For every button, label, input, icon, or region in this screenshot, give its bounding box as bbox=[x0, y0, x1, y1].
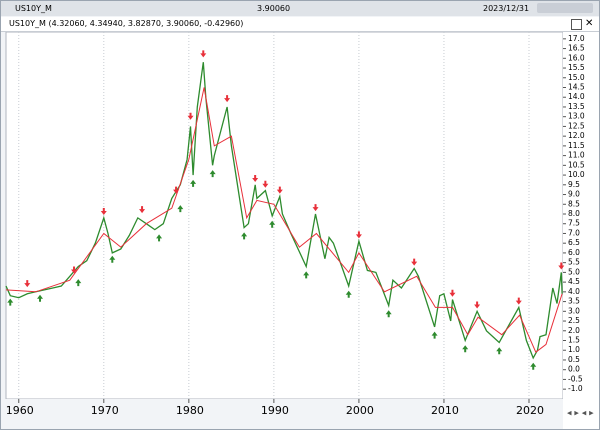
x-tick-label: 2010 bbox=[431, 404, 459, 417]
buy-signal bbox=[109, 255, 116, 263]
restore-button[interactable] bbox=[571, 19, 582, 30]
buy-signal bbox=[385, 310, 392, 318]
y-tick-label: 3.5 bbox=[568, 297, 580, 306]
y-tick-label: 8.0 bbox=[568, 209, 580, 218]
sell-signal bbox=[173, 186, 180, 194]
y-tick-label: 8.5 bbox=[568, 199, 580, 208]
title-bar: US10Y_M 3.90060 2023/12/31 bbox=[1, 1, 599, 16]
y-tick-label: 14.0 bbox=[568, 92, 585, 101]
sell-signal bbox=[262, 180, 269, 188]
y-tick-label: 11.5 bbox=[568, 141, 585, 150]
y-tick-label: 5.5 bbox=[568, 258, 580, 267]
x-tick-label: 1990 bbox=[261, 404, 289, 417]
buy-signal bbox=[345, 290, 352, 298]
y-tick-label: 15.0 bbox=[568, 73, 585, 82]
sell-signal bbox=[276, 186, 283, 194]
y-tick-label: 13.5 bbox=[568, 102, 585, 111]
sell-signal bbox=[100, 208, 107, 216]
y-tick-label: 17.0 bbox=[568, 34, 585, 43]
y-tick-label: 2.5 bbox=[568, 316, 580, 325]
y-tick-label: 10.5 bbox=[568, 160, 585, 169]
y-tick-label: 11.0 bbox=[568, 151, 585, 160]
y-tick-label: 1.5 bbox=[568, 336, 580, 345]
buy-signal bbox=[431, 331, 438, 339]
y-tick-label: 0.5 bbox=[568, 355, 580, 364]
y-tick-label: 7.0 bbox=[568, 228, 580, 237]
y-tick-label: 9.5 bbox=[568, 180, 580, 189]
y-tick-label: 0.0 bbox=[568, 365, 580, 374]
x-tick-label: 1970 bbox=[91, 404, 119, 417]
y-tick-label: 6.0 bbox=[568, 248, 580, 257]
sell-signal bbox=[252, 174, 259, 182]
y-tick-label: 14.5 bbox=[568, 82, 585, 91]
y-tick-label: 16.5 bbox=[568, 44, 585, 53]
y-tick-label: 10.0 bbox=[568, 170, 585, 179]
buy-signal bbox=[462, 345, 469, 353]
price-line bbox=[5, 62, 563, 360]
y-tick-label: 13.0 bbox=[568, 112, 585, 121]
x-tick-label: 2000 bbox=[346, 404, 374, 417]
x-tick-label: 1980 bbox=[176, 404, 204, 417]
buy-signal bbox=[241, 232, 248, 240]
sell-signal bbox=[312, 204, 319, 212]
y-tick-label: -1.0 bbox=[568, 384, 583, 393]
buy-signal bbox=[209, 170, 216, 178]
y-tick-label: 5.0 bbox=[568, 267, 580, 276]
buy-signal bbox=[75, 279, 82, 287]
sell-signal bbox=[200, 50, 207, 58]
close-button[interactable]: ✕ bbox=[585, 18, 594, 29]
sell-signal bbox=[355, 231, 362, 239]
buy-signal bbox=[190, 179, 197, 187]
scroll-buttons[interactable]: ◂ ▸ ◂ ▸ bbox=[567, 409, 594, 419]
buy-signal bbox=[530, 362, 537, 370]
sell-signal bbox=[24, 280, 31, 288]
sell-signal bbox=[71, 266, 78, 274]
plot-area bbox=[5, 32, 564, 400]
y-tick-label: 1.0 bbox=[568, 345, 580, 354]
buy-signal bbox=[496, 347, 503, 355]
y-axis-area bbox=[563, 32, 599, 429]
date: 2023/12/31 bbox=[483, 4, 530, 13]
buy-signal bbox=[37, 294, 44, 302]
buy-signal bbox=[156, 234, 163, 242]
sell-signal bbox=[449, 289, 456, 297]
buy-signal bbox=[177, 205, 184, 213]
sell-signal bbox=[474, 301, 481, 309]
legend: US10Y_M (4.32060, 4.34940, 3.82870, 3.90… bbox=[9, 19, 244, 28]
y-tick-label: 12.0 bbox=[568, 131, 585, 140]
sell-signal bbox=[187, 112, 194, 120]
price: 3.90060 bbox=[257, 4, 291, 13]
x-axis-area bbox=[1, 399, 563, 429]
sell-signal bbox=[515, 297, 522, 305]
moving-average bbox=[5, 87, 563, 353]
sell-signal bbox=[411, 258, 418, 266]
sell-signal bbox=[224, 95, 231, 103]
sell-signal bbox=[558, 262, 565, 270]
y-tick-label: 3.0 bbox=[568, 306, 580, 315]
y-tick-label: 7.5 bbox=[568, 219, 580, 228]
sell-signal bbox=[139, 206, 146, 214]
y-tick-label: 4.0 bbox=[568, 287, 580, 296]
y-tick-label: 15.5 bbox=[568, 63, 585, 72]
window-buttons[interactable] bbox=[537, 3, 593, 13]
x-tick-label: 1960 bbox=[6, 404, 34, 417]
y-tick-label: -0.5 bbox=[568, 374, 583, 383]
y-tick-label: 12.5 bbox=[568, 121, 585, 130]
x-tick-label: 2020 bbox=[516, 404, 544, 417]
y-tick-label: 6.5 bbox=[568, 238, 580, 247]
symbol: US10Y_M bbox=[15, 4, 52, 13]
y-tick-label: 4.5 bbox=[568, 277, 580, 286]
buy-signal bbox=[269, 220, 276, 228]
chart: ◂ ▸ ◂ ▸ -1.0-0.50.00.51.01.52.02.53.03.5… bbox=[1, 32, 599, 429]
buy-signal bbox=[7, 298, 14, 306]
buy-signal bbox=[303, 271, 310, 279]
y-tick-label: 16.0 bbox=[568, 53, 585, 62]
y-tick-label: 9.0 bbox=[568, 190, 580, 199]
y-tick-label: 2.0 bbox=[568, 326, 580, 335]
legend-bar: US10Y_M (4.32060, 4.34940, 3.82870, 3.90… bbox=[1, 17, 599, 32]
